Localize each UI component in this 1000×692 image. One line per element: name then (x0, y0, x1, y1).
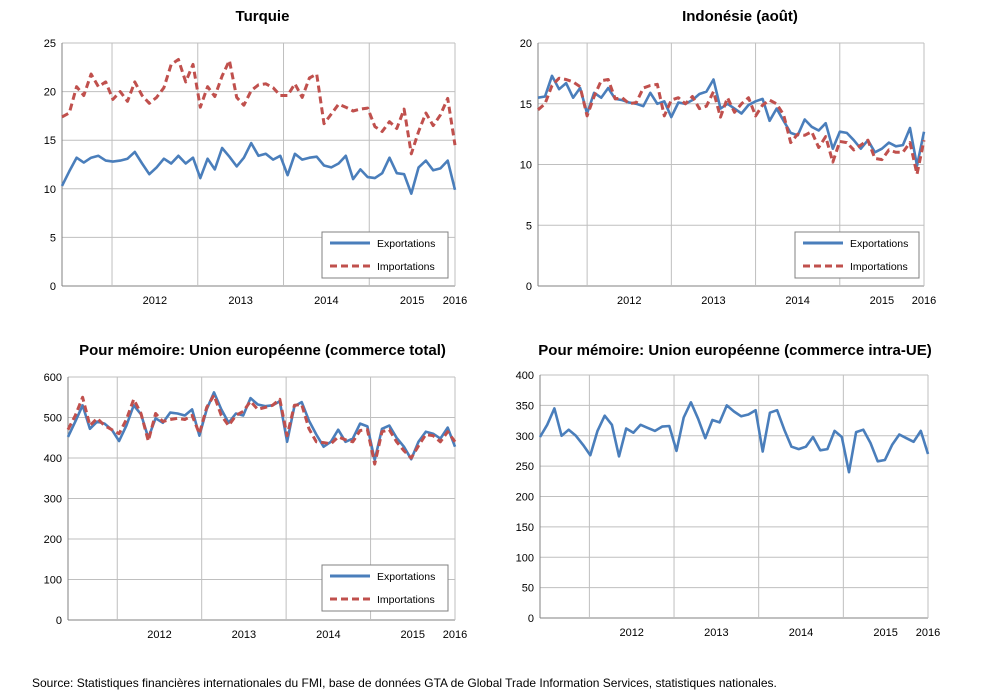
y-tick-label: 5 (50, 232, 56, 244)
series-line-importations (61, 58, 457, 156)
legend-label: Importations (377, 261, 435, 273)
legend: Exportations Importations (321, 564, 449, 612)
y-tick-label: 150 (516, 522, 534, 534)
y-tick-label: 10 (44, 184, 56, 196)
legend-label: Importations (850, 261, 908, 273)
y-tick-label: 500 (44, 413, 62, 425)
chart-title: Pour mémoire: Union européenne (commerce… (79, 342, 446, 359)
chart-title: Pour mémoire: Union européenne (commerce… (538, 342, 932, 359)
y-tick-label: 0 (50, 281, 56, 293)
source-note: Source: Statistiques financières interna… (32, 676, 777, 690)
x-tick-label: 2013 (228, 295, 252, 307)
chart-plot: 0 100 200 300 400 500 600 2012 2013 2014 2015 2016 E… (44, 372, 468, 641)
legend-label: Exportations (850, 238, 908, 250)
legend-box (321, 564, 449, 612)
y-tick-label: 20 (520, 38, 532, 50)
legend-label: Exportations (377, 238, 435, 250)
x-tick-label: 2012 (617, 295, 641, 307)
x-tick-label: 2016 (443, 295, 467, 307)
chart-turquie: Turquie 0 5 10 15 20 25 2012 2013 2014 2015 2016 Ex… (20, 0, 470, 320)
y-tick-label: 250 (516, 461, 534, 473)
x-tick-label: 2014 (314, 295, 338, 307)
y-tick-label: 5 (526, 220, 532, 232)
x-tick-label: 2012 (147, 629, 171, 641)
y-tick-label: 15 (44, 135, 56, 147)
y-tick-label: 25 (44, 38, 56, 50)
x-tick-label: 2016 (916, 627, 940, 639)
legend-label: Exportations (377, 571, 435, 583)
chart-plot: 0 5 10 15 20 2012 2013 2014 2015 2016 Exportations… (520, 38, 936, 307)
y-tick-label: 0 (526, 281, 532, 293)
y-tick-label: 50 (522, 583, 534, 595)
x-tick-label: 2013 (232, 629, 256, 641)
chart-ue-commerce-total: Pour mémoire: Union européenne (commerce… (20, 336, 470, 656)
chart-title: Turquie (235, 8, 290, 25)
y-tick-label: 300 (44, 494, 62, 506)
y-tick-label: 350 (516, 400, 534, 412)
y-tick-label: 0 (56, 615, 62, 627)
legend: Exportations Importations (321, 231, 449, 279)
x-tick-label: 2015 (401, 629, 425, 641)
x-tick-label: 2016 (912, 295, 936, 307)
y-tick-label: 600 (44, 372, 62, 384)
chart-plot: 0 5 10 15 20 25 2012 2013 2014 2015 2016 Exportatio… (44, 38, 467, 307)
x-tick-label: 2014 (789, 627, 813, 639)
y-tick-label: 400 (44, 453, 62, 465)
y-tick-label: 200 (44, 534, 62, 546)
series-line-exportations (60, 141, 457, 195)
legend: Exportations Importations (794, 231, 920, 279)
y-tick-label: 100 (516, 552, 534, 564)
y-tick-label: 400 (516, 370, 534, 382)
x-tick-label: 2014 (785, 295, 809, 307)
y-tick-label: 20 (44, 87, 56, 99)
y-tick-label: 15 (520, 99, 532, 111)
y-tick-label: 200 (516, 492, 534, 504)
x-tick-label: 2013 (704, 627, 728, 639)
x-tick-label: 2015 (400, 295, 424, 307)
y-tick-label: 300 (516, 431, 534, 443)
series-line-exportations (537, 74, 926, 167)
y-tick-label: 10 (520, 160, 532, 172)
x-tick-label: 2015 (873, 627, 897, 639)
series-line (538, 401, 930, 474)
legend-box (794, 231, 920, 279)
x-tick-label: 2013 (701, 295, 725, 307)
series-line-exportations (66, 391, 457, 462)
legend-label: Importations (377, 594, 435, 606)
chart-plot: 0 50 100 150 200 250 300 350 400 2012 2013 2014 2015… (516, 370, 941, 639)
legend-box (321, 231, 449, 279)
x-tick-label: 2012 (143, 295, 167, 307)
x-tick-label: 2015 (870, 295, 894, 307)
chart-ue-intra-ue: Pour mémoire: Union européenne (commerce… (490, 336, 941, 656)
x-tick-label: 2012 (619, 627, 643, 639)
chart-indonesie: Indonésie (août) 0 5 10 15 20 2012 2013 2014 201… (490, 0, 940, 320)
series-line-importations (537, 76, 926, 176)
y-tick-label: 0 (528, 613, 534, 625)
series-line-importations (66, 393, 457, 466)
chart-title: Indonésie (août) (682, 8, 798, 25)
x-tick-label: 2016 (443, 629, 467, 641)
x-tick-label: 2014 (316, 629, 340, 641)
y-tick-label: 100 (44, 575, 62, 587)
